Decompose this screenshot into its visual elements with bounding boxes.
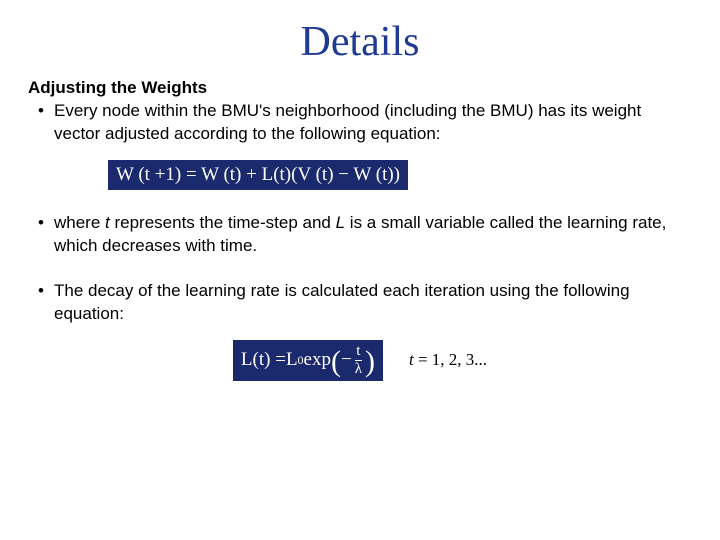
eq2-L: L (241, 349, 253, 371)
section-subtitle: Adjusting the Weights (28, 78, 692, 98)
bullet-marker: • (28, 212, 54, 235)
page-title: Details (28, 18, 692, 66)
equation-1: W (t +1) = W (t) + L(t)(V (t) − W (t)) (108, 160, 408, 190)
equation-2: L(t) = L0 exp(−tλ) (233, 340, 383, 381)
eq2-frac-den: λ (355, 360, 362, 377)
b2-mid: represents the time-step and (110, 213, 336, 232)
bullet-text: Every node within the BMU's neighborhood… (54, 100, 692, 146)
eq2-frac-num: t (356, 344, 360, 360)
equation-2-trail: t = 1, 2, 3... (409, 350, 487, 370)
eq2-frac: tλ (355, 344, 362, 377)
eq2-exp: exp (304, 349, 331, 371)
b2-pre: where (54, 213, 105, 232)
bullet-text: where t represents the time-step and L i… (54, 212, 692, 258)
eq2-trail-var: t (409, 350, 418, 369)
eq2-L0-L: L (286, 349, 298, 371)
equation-1-text: W (t +1) = W (t) + L(t)(V (t) − W (t)) (116, 164, 400, 186)
eq2-trail-rest: = 1, 2, 3... (418, 350, 487, 369)
bullet-3: • The decay of the learning rate is calc… (28, 280, 692, 326)
eq2-lparen: ( (331, 353, 341, 371)
bullet-1: • Every node within the BMU's neighborho… (28, 100, 692, 146)
eq2-neg: − (341, 349, 352, 371)
eq2-rparen: ) (365, 353, 375, 371)
bullet-text: The decay of the learning rate is calcul… (54, 280, 692, 326)
bullet-marker: • (28, 280, 54, 303)
bullet-2: • where t represents the time-step and L… (28, 212, 692, 258)
bullet-marker: • (28, 100, 54, 123)
b2-var-L: L (336, 213, 345, 232)
equation-1-wrap: W (t +1) = W (t) + L(t)(V (t) − W (t)) (108, 160, 692, 190)
eq2-close-eq: ) = (264, 349, 286, 371)
equation-2-wrap: L(t) = L0 exp(−tλ) t = 1, 2, 3... (28, 340, 692, 381)
